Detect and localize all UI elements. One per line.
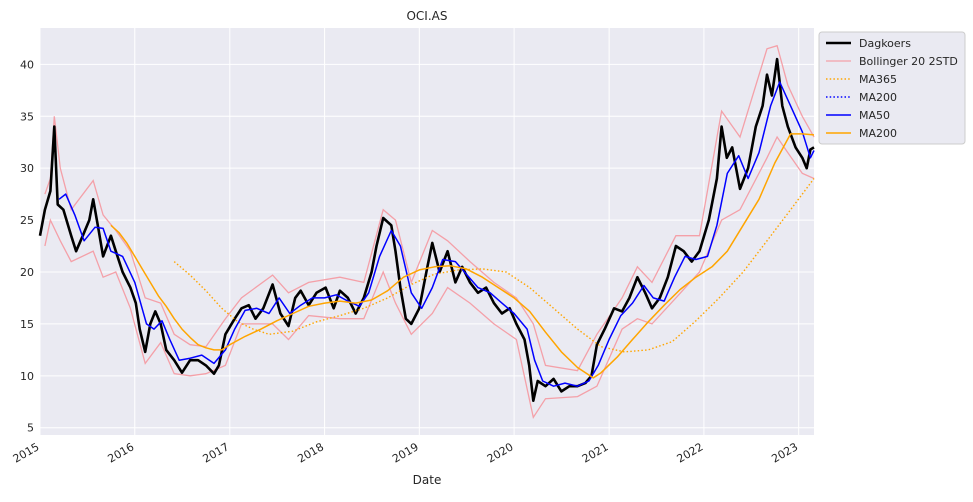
x-tick-label: 2017 xyxy=(201,440,232,465)
y-tick-label: 5 xyxy=(27,422,34,435)
legend-label: MA50 xyxy=(859,109,890,122)
series-layer xyxy=(38,44,815,419)
y-tick-label: 30 xyxy=(20,162,34,175)
legend-label: MA200 xyxy=(859,127,897,140)
x-tick-label: 2016 xyxy=(106,440,137,465)
y-tick-label: 40 xyxy=(20,58,34,71)
legend: Dagkoers Bollinger 20 2STD MA365 MA200 MA50 M… xyxy=(818,31,966,145)
y-tick-label: 25 xyxy=(20,214,34,227)
x-axis-ticks: 2015 2016 2017 2018 2019 2020 2021 2022 2023 xyxy=(11,440,800,465)
x-axis-label: Date xyxy=(413,473,442,487)
y-tick-label: 15 xyxy=(20,318,34,331)
x-tick-label: 2021 xyxy=(580,440,611,465)
legend-label: Dagkoers xyxy=(859,37,911,50)
legend-items: Dagkoers Bollinger 20 2STD MA365 MA200 MA50 M… xyxy=(826,37,958,140)
x-tick-label: 2018 xyxy=(295,440,326,465)
x-tick-label: 2023 xyxy=(769,440,800,465)
series-dagkoers-0 xyxy=(38,57,815,402)
series-bollinger-20-2std-upper xyxy=(44,44,815,372)
chart-title: OCI.AS xyxy=(406,9,447,23)
series-ma200-5 xyxy=(110,133,815,379)
x-tick-label: 2022 xyxy=(675,440,706,465)
y-tick-label: 10 xyxy=(20,370,34,383)
legend-box xyxy=(818,31,966,145)
x-tick-label: 2019 xyxy=(390,440,421,465)
series-ma50-4 xyxy=(58,81,815,387)
legend-label: Bollinger 20 2STD xyxy=(859,55,958,68)
legend-label: MA365 xyxy=(859,73,897,86)
legend-label: MA200 xyxy=(859,91,897,104)
series-bollinger-20-2std-lower xyxy=(44,135,815,419)
plot-background xyxy=(40,28,814,435)
x-tick-label: 2015 xyxy=(11,440,42,465)
y-tick-label: 20 xyxy=(20,266,34,279)
grid-layer xyxy=(39,28,814,435)
y-tick-label: 35 xyxy=(20,110,34,123)
x-tick-label: 2020 xyxy=(485,440,516,465)
y-axis-ticks: 5 10 15 20 25 30 35 40 xyxy=(20,58,34,434)
